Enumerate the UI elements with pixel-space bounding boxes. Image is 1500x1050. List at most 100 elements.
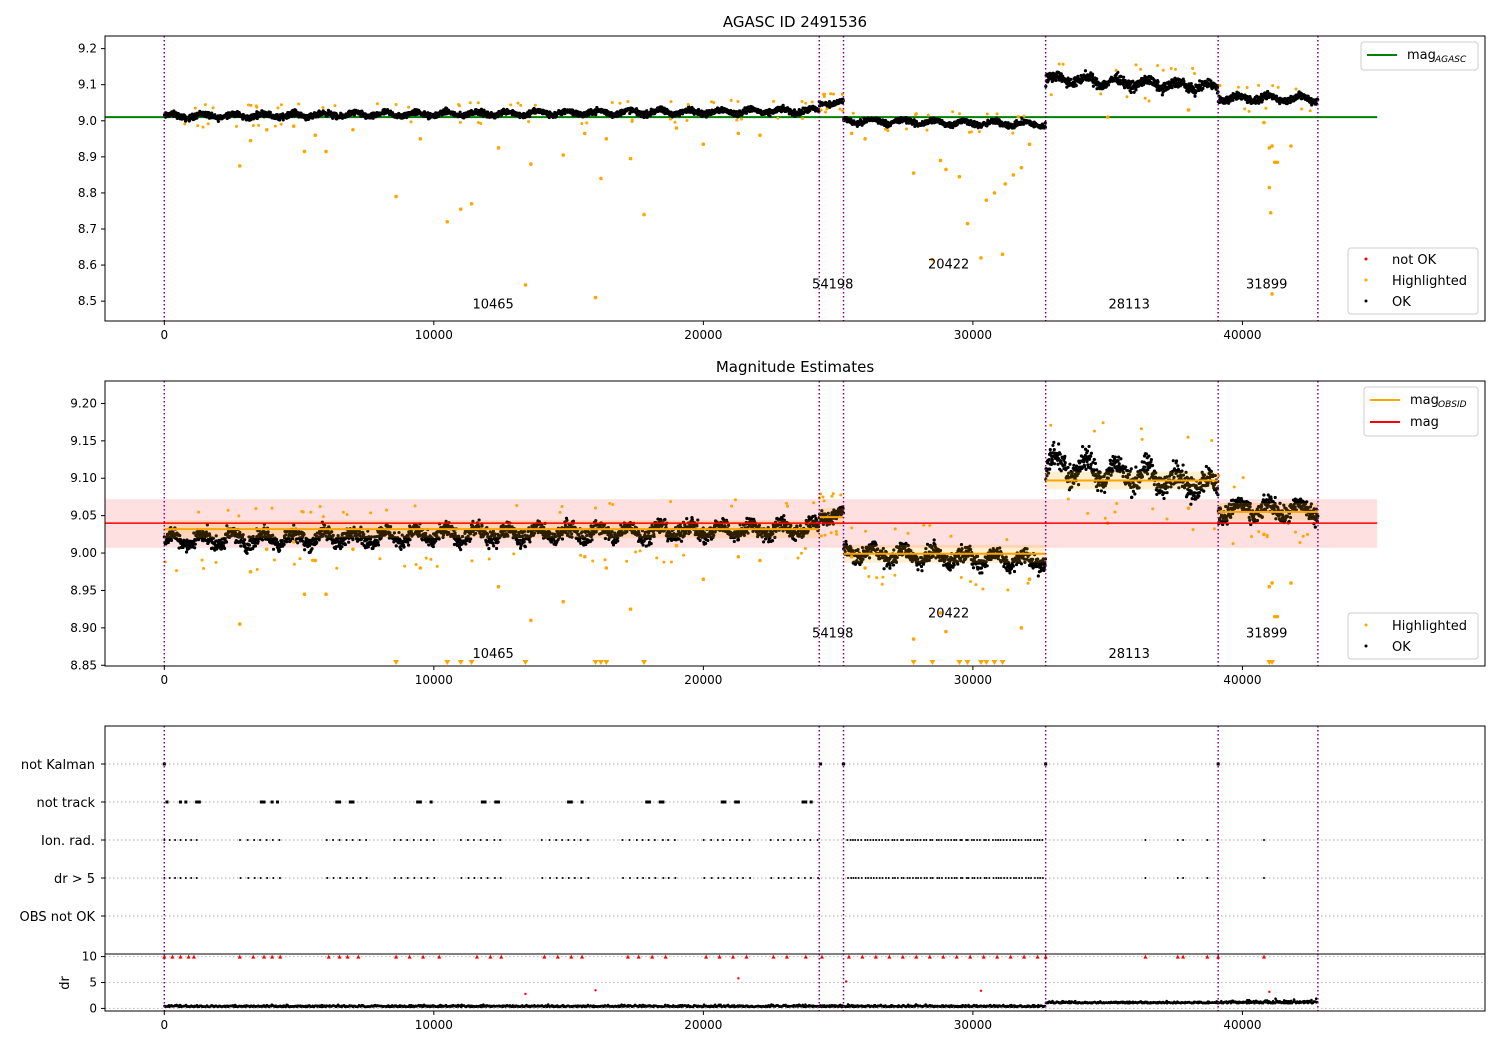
agasc-outlier-point: [938, 158, 943, 163]
agasc-highlighted-point: [193, 106, 197, 110]
agasc-ok-point: [286, 115, 291, 119]
estimates-ok-point: [303, 548, 307, 552]
agasc-highlighted-point: [509, 103, 513, 107]
agasc-highlighted-point: [1143, 96, 1147, 100]
agasc-outlier-point: [458, 207, 463, 211]
agasc-highlighted-point: [206, 122, 210, 126]
estimates-plot-title: Magnitude Estimates: [716, 358, 874, 376]
estimates-ok-point: [494, 546, 499, 551]
estimates-ok-point: [274, 537, 279, 542]
agasc-highlighted-point: [203, 103, 207, 107]
estimates-ok-point: [464, 542, 468, 546]
agasc-outlier-point: [593, 295, 598, 300]
agasc-outlier-point: [1268, 210, 1273, 215]
agasc-highlighted-point: [1022, 114, 1026, 118]
estimates-ytick-label: 9.05: [70, 509, 97, 523]
agasc-highlighted-point: [321, 105, 325, 109]
agasc-ok-point: [486, 110, 490, 115]
estimates-ok-point: [523, 545, 527, 549]
agasc-highlighted-point: [977, 130, 981, 134]
agasc-outlier-point: [736, 131, 741, 136]
estimates-ok-point: [222, 546, 227, 550]
agasc-outlier-point: [1262, 120, 1266, 125]
estimates-ok-point: [376, 540, 380, 544]
agasc-highlighted-point: [1156, 64, 1160, 68]
agasc-highlighted-point: [468, 101, 472, 105]
agasc-outlier-point: [324, 149, 328, 154]
estimates-xtick-label: 10000: [415, 673, 453, 687]
agasc-outlier-point: [758, 133, 762, 138]
agasc-outlier-point: [529, 162, 533, 166]
agasc-ok-point: [390, 111, 395, 115]
agasc-outlier-point: [1267, 185, 1272, 190]
estimates-ok-point: [310, 547, 314, 551]
agasc-ok-point: [1129, 90, 1133, 95]
estimates-ok-point: [431, 544, 435, 549]
estimates-ok-point: [399, 547, 403, 552]
agasc-ok-point: [1209, 79, 1213, 83]
estimates-ok-point: [282, 542, 286, 547]
agasc-highlighted-point: [1049, 93, 1053, 97]
agasc-outlier-point: [1003, 182, 1008, 186]
agasc-ok-point: [1156, 80, 1160, 84]
agasc-highlighted-point: [958, 112, 962, 116]
agasc-highlighted-point: [1139, 67, 1143, 71]
estimates-xtick-label: 40000: [1223, 673, 1261, 687]
agasc-outlier-point: [849, 131, 854, 136]
agasc-obsid-label: 20422: [928, 258, 969, 273]
estimates-ok-point: [408, 538, 412, 542]
agasc-highlighted-point: [1243, 107, 1247, 111]
agasc-ok-point: [1119, 74, 1123, 78]
agasc-highlighted-point: [527, 120, 531, 124]
agasc-legend-notok-label: not OK: [1392, 253, 1437, 268]
agasc-highlighted-point: [1264, 106, 1268, 110]
estimates-ok-point: [376, 543, 381, 547]
agasc-outlier-point: [496, 146, 501, 150]
agasc-outlier-point: [628, 156, 633, 161]
agasc-plot-title: AGASC ID 2491536: [723, 13, 867, 31]
agasc-highlighted-point: [776, 116, 780, 120]
agasc-xtick-label: 20000: [684, 328, 722, 342]
estimates-ok-point: [496, 540, 500, 544]
agasc-ok-point: [1134, 88, 1138, 92]
agasc-legend-mag-subscript: AGASC: [1434, 55, 1467, 65]
agasc-highlighted-point: [1294, 87, 1298, 91]
agasc-xtick-label: 40000: [1223, 328, 1261, 342]
estimates-ok-point: [169, 538, 174, 542]
agasc-highlighted-point: [1173, 67, 1177, 71]
agasc-highlighted-point: [838, 107, 842, 111]
agasc-highlighted-point: [580, 122, 584, 126]
agasc-outlier-point: [313, 133, 318, 138]
agasc-ok-point: [216, 119, 220, 124]
agasc-highlighted-point: [476, 121, 480, 125]
agasc-highlighted-point: [822, 95, 826, 99]
agasc-ok-point: [1260, 98, 1265, 102]
agasc-outlier-point: [642, 212, 646, 217]
agasc-ok-point: [1043, 121, 1047, 125]
agasc-highlighted-point: [630, 118, 634, 122]
agasc-highlighted-point: [610, 101, 614, 105]
agasc-highlighted-point: [735, 118, 739, 122]
estimates-ok-point: [459, 548, 463, 552]
agasc-highlighted-point: [1011, 131, 1015, 135]
agasc-outlier-point: [984, 198, 989, 202]
agasc-highlighted-point: [626, 99, 630, 103]
agasc-ok-point: [175, 116, 179, 121]
agasc-ytick-label: 9.0: [78, 114, 97, 128]
agasc-ok-point: [1091, 84, 1095, 88]
agasc-legend-ok-label: OK: [1392, 295, 1411, 310]
agasc-outlier-point: [582, 131, 587, 136]
estimates-ok-point: [351, 538, 355, 542]
agasc-obsid-label: 31899: [1246, 278, 1287, 293]
agasc-scatter-points: [162, 62, 1320, 300]
agasc-ytick-label: 8.8: [78, 186, 97, 200]
agasc-legend-highlighted-marker: [1364, 278, 1368, 282]
agasc-outlier-point: [291, 124, 296, 128]
agasc-ok-point: [768, 114, 772, 118]
agasc-highlighted-point: [729, 98, 733, 102]
agasc-ok-point: [1201, 86, 1205, 91]
agasc-highlighted-point: [1061, 62, 1065, 66]
agasc-ok-point: [1189, 81, 1193, 86]
agasc-highlighted-point: [273, 124, 277, 128]
agasc-highlighted-point: [211, 106, 215, 110]
